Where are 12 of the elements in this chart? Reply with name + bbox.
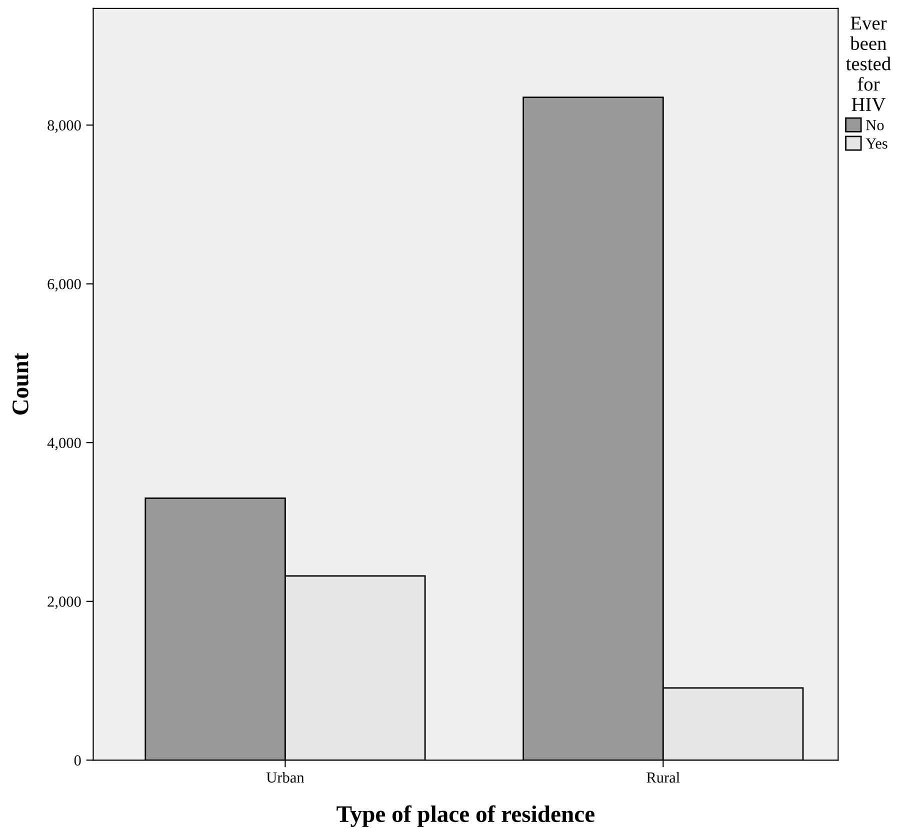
x-axis-title: Type of place of residence: [336, 805, 594, 827]
y-tick-label: 0: [74, 755, 81, 766]
legend-label: Yes: [866, 138, 888, 149]
legend-label: No: [866, 120, 884, 130]
y-tick-label: 2,000: [48, 596, 81, 610]
x-tick-label: Rural: [646, 772, 680, 783]
y-tick-label: 8,000: [48, 120, 81, 133]
y-axis-title: Count: [12, 352, 28, 415]
y-tick-label: 6,000: [48, 278, 81, 292]
x-tick-label: Urban: [266, 772, 304, 783]
legend-title: Ever been tested for HIV: [846, 16, 891, 112]
y-tick-label: 4,000: [47, 438, 81, 450]
